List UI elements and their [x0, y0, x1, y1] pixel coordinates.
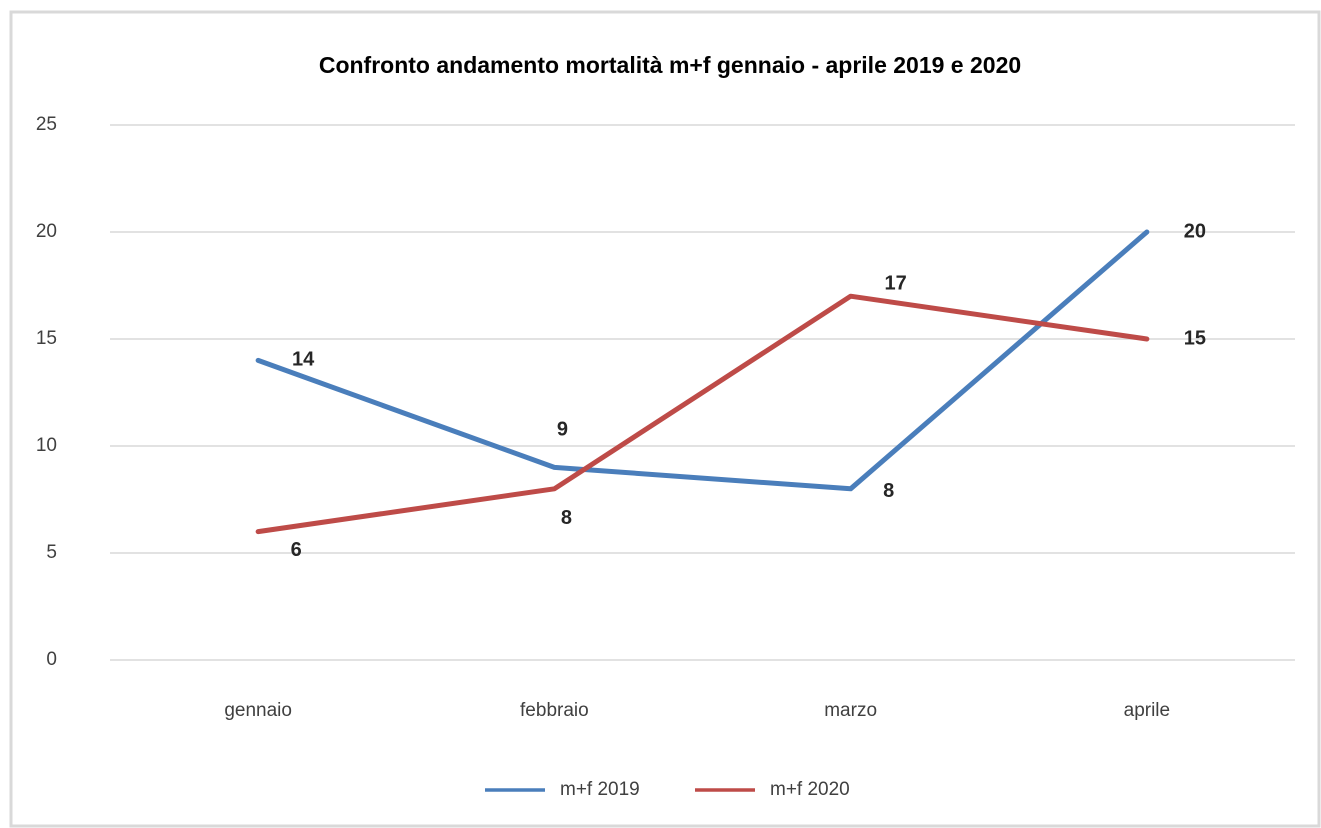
data-line [255, 229, 1150, 492]
data-label: 14 [292, 349, 315, 371]
legend-label: m+f 2019 [560, 779, 640, 800]
legend-label: m+f 2020 [770, 779, 850, 800]
data-label: 8 [883, 480, 894, 502]
x-tick-label: gennaio [224, 700, 292, 721]
y-tick-label: 20 [36, 221, 57, 242]
data-label: 6 [291, 539, 302, 561]
x-tick-label: febbraio [520, 700, 589, 721]
x-tick-label: marzo [824, 700, 877, 721]
data-label: 9 [557, 419, 568, 441]
chart-title: Confronto andamento mortalità m+f gennai… [319, 52, 1021, 78]
data-label: 17 [885, 272, 907, 294]
data-label: 15 [1184, 327, 1206, 349]
y-tick-label: 5 [46, 542, 57, 563]
y-tick-label: 10 [36, 435, 57, 456]
x-tick-label: aprile [1124, 700, 1170, 721]
data-line [255, 293, 1150, 535]
y-tick-label: 0 [46, 649, 57, 670]
data-label: 20 [1184, 220, 1206, 242]
y-tick-label: 15 [36, 328, 57, 349]
data-label: 8 [561, 507, 572, 529]
y-tick-label: 25 [36, 114, 57, 135]
